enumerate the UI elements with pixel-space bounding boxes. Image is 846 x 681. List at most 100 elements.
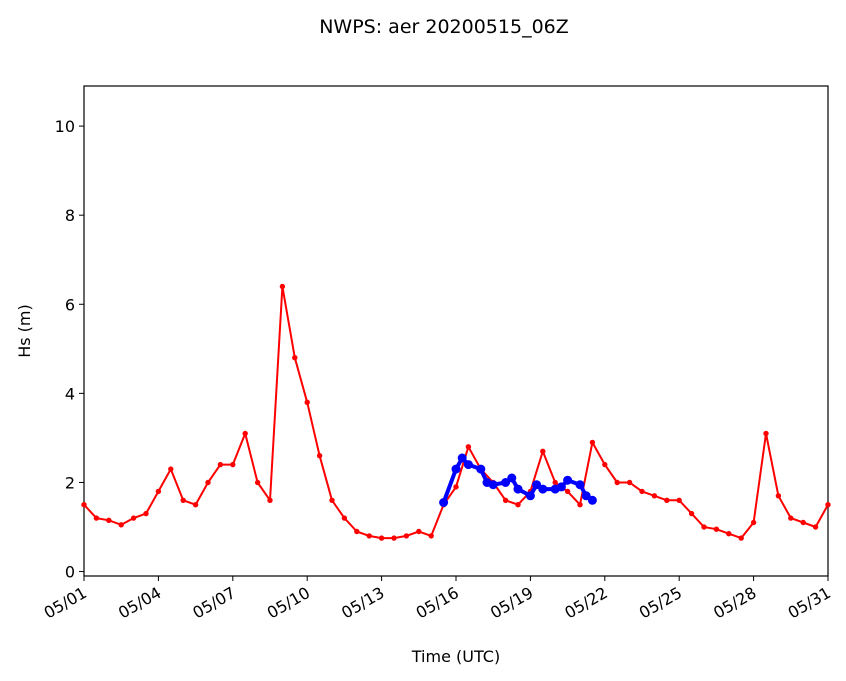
- data-point: [532, 480, 542, 490]
- data-point: [403, 533, 410, 539]
- y-axis: 0 2 4 6 8 10: [55, 117, 84, 582]
- x-axis-label: Time (UTC): [411, 647, 500, 666]
- data-point: [279, 283, 286, 290]
- data-point: [587, 495, 597, 505]
- y-tick-label: 2: [65, 473, 75, 492]
- x-tick-label: 05/25: [636, 583, 685, 623]
- data-point: [453, 484, 459, 490]
- y-tick-label: 8: [65, 206, 75, 225]
- data-point: [589, 439, 596, 446]
- y-tick-label: 6: [65, 295, 75, 314]
- data-point: [614, 479, 620, 486]
- x-axis: 05/01 05/04 05/07 05/10 05/13 05/16 05/19 05/22…: [41, 576, 834, 623]
- data-point: [676, 497, 682, 503]
- data-point: [575, 480, 585, 490]
- data-point: [341, 515, 348, 521]
- data-point: [205, 479, 211, 486]
- data-point: [501, 478, 511, 487]
- data-point: [416, 528, 422, 535]
- data-point: [292, 355, 298, 361]
- data-point: [428, 533, 434, 539]
- data-point: [354, 528, 360, 535]
- chart-title: NWPS: aer 20200515_06Z: [319, 16, 569, 38]
- x-tick-label: 05/22: [561, 583, 610, 623]
- data-point: [581, 491, 591, 501]
- data-point: [664, 497, 670, 503]
- data-point: [93, 515, 100, 521]
- data-point: [329, 497, 335, 503]
- data-point: [713, 526, 720, 532]
- data-point: [825, 502, 831, 508]
- series-layer: [81, 283, 831, 541]
- data-point: [556, 482, 566, 492]
- data-point: [750, 519, 757, 526]
- data-point: [242, 430, 248, 437]
- series-line: [83, 285, 829, 540]
- plot-area: [81, 85, 831, 577]
- data-point: [304, 399, 310, 405]
- data-point: [775, 493, 782, 499]
- data-point: [812, 524, 819, 530]
- x-tick-label: 05/07: [189, 583, 238, 623]
- series-1: [81, 283, 831, 541]
- data-point: [81, 502, 87, 508]
- data-point: [230, 461, 236, 468]
- data-point: [502, 497, 509, 503]
- data-point: [168, 466, 174, 472]
- series-2: [439, 453, 597, 507]
- data-point: [254, 479, 261, 486]
- data-point: [726, 531, 732, 537]
- y-axis-label: Hs (m): [15, 304, 34, 358]
- y-tick-label: 4: [65, 384, 75, 403]
- data-point: [488, 480, 498, 490]
- data-point: [540, 448, 546, 454]
- data-point: [788, 515, 794, 521]
- y-tick-label: 0: [65, 563, 75, 582]
- data-point: [217, 461, 224, 468]
- data-point: [639, 488, 645, 495]
- data-point: [439, 498, 449, 507]
- data-point: [626, 479, 633, 486]
- y-tick-label: 10: [55, 117, 75, 136]
- data-point: [564, 488, 571, 495]
- data-point: [701, 524, 707, 530]
- x-tick-label: 05/04: [115, 583, 164, 623]
- data-point: [552, 479, 558, 486]
- data-point: [563, 475, 573, 485]
- data-point: [688, 510, 695, 517]
- data-point: [451, 464, 461, 474]
- x-tick-label: 05/10: [264, 583, 313, 623]
- data-point: [366, 533, 372, 539]
- data-point: [192, 502, 199, 508]
- data-point: [525, 491, 535, 501]
- data-point: [180, 497, 186, 503]
- data-point: [507, 473, 517, 483]
- data-point: [513, 484, 523, 494]
- data-point: [515, 502, 521, 508]
- data-point: [463, 460, 473, 470]
- data-point: [378, 535, 385, 541]
- x-tick-label: 05/19: [487, 583, 536, 623]
- x-tick-label: 05/13: [338, 583, 387, 623]
- data-point: [267, 497, 273, 503]
- data-point: [118, 522, 124, 528]
- data-point: [391, 535, 397, 541]
- x-tick-label: 05/31: [785, 583, 834, 623]
- x-tick-label: 05/01: [41, 583, 90, 623]
- data-point: [651, 493, 658, 499]
- data-point: [577, 502, 583, 508]
- data-point: [476, 464, 486, 474]
- x-tick-label: 05/16: [413, 583, 462, 623]
- x-tick-label: 05/28: [710, 583, 759, 623]
- data-point: [538, 484, 548, 494]
- data-point: [738, 535, 744, 541]
- data-point: [465, 444, 472, 450]
- data-point: [602, 461, 608, 468]
- data-point: [316, 453, 323, 459]
- data-point: [800, 519, 806, 526]
- data-point: [106, 517, 112, 523]
- data-point: [155, 488, 162, 495]
- data-point: [763, 430, 769, 437]
- data-point: [457, 453, 467, 463]
